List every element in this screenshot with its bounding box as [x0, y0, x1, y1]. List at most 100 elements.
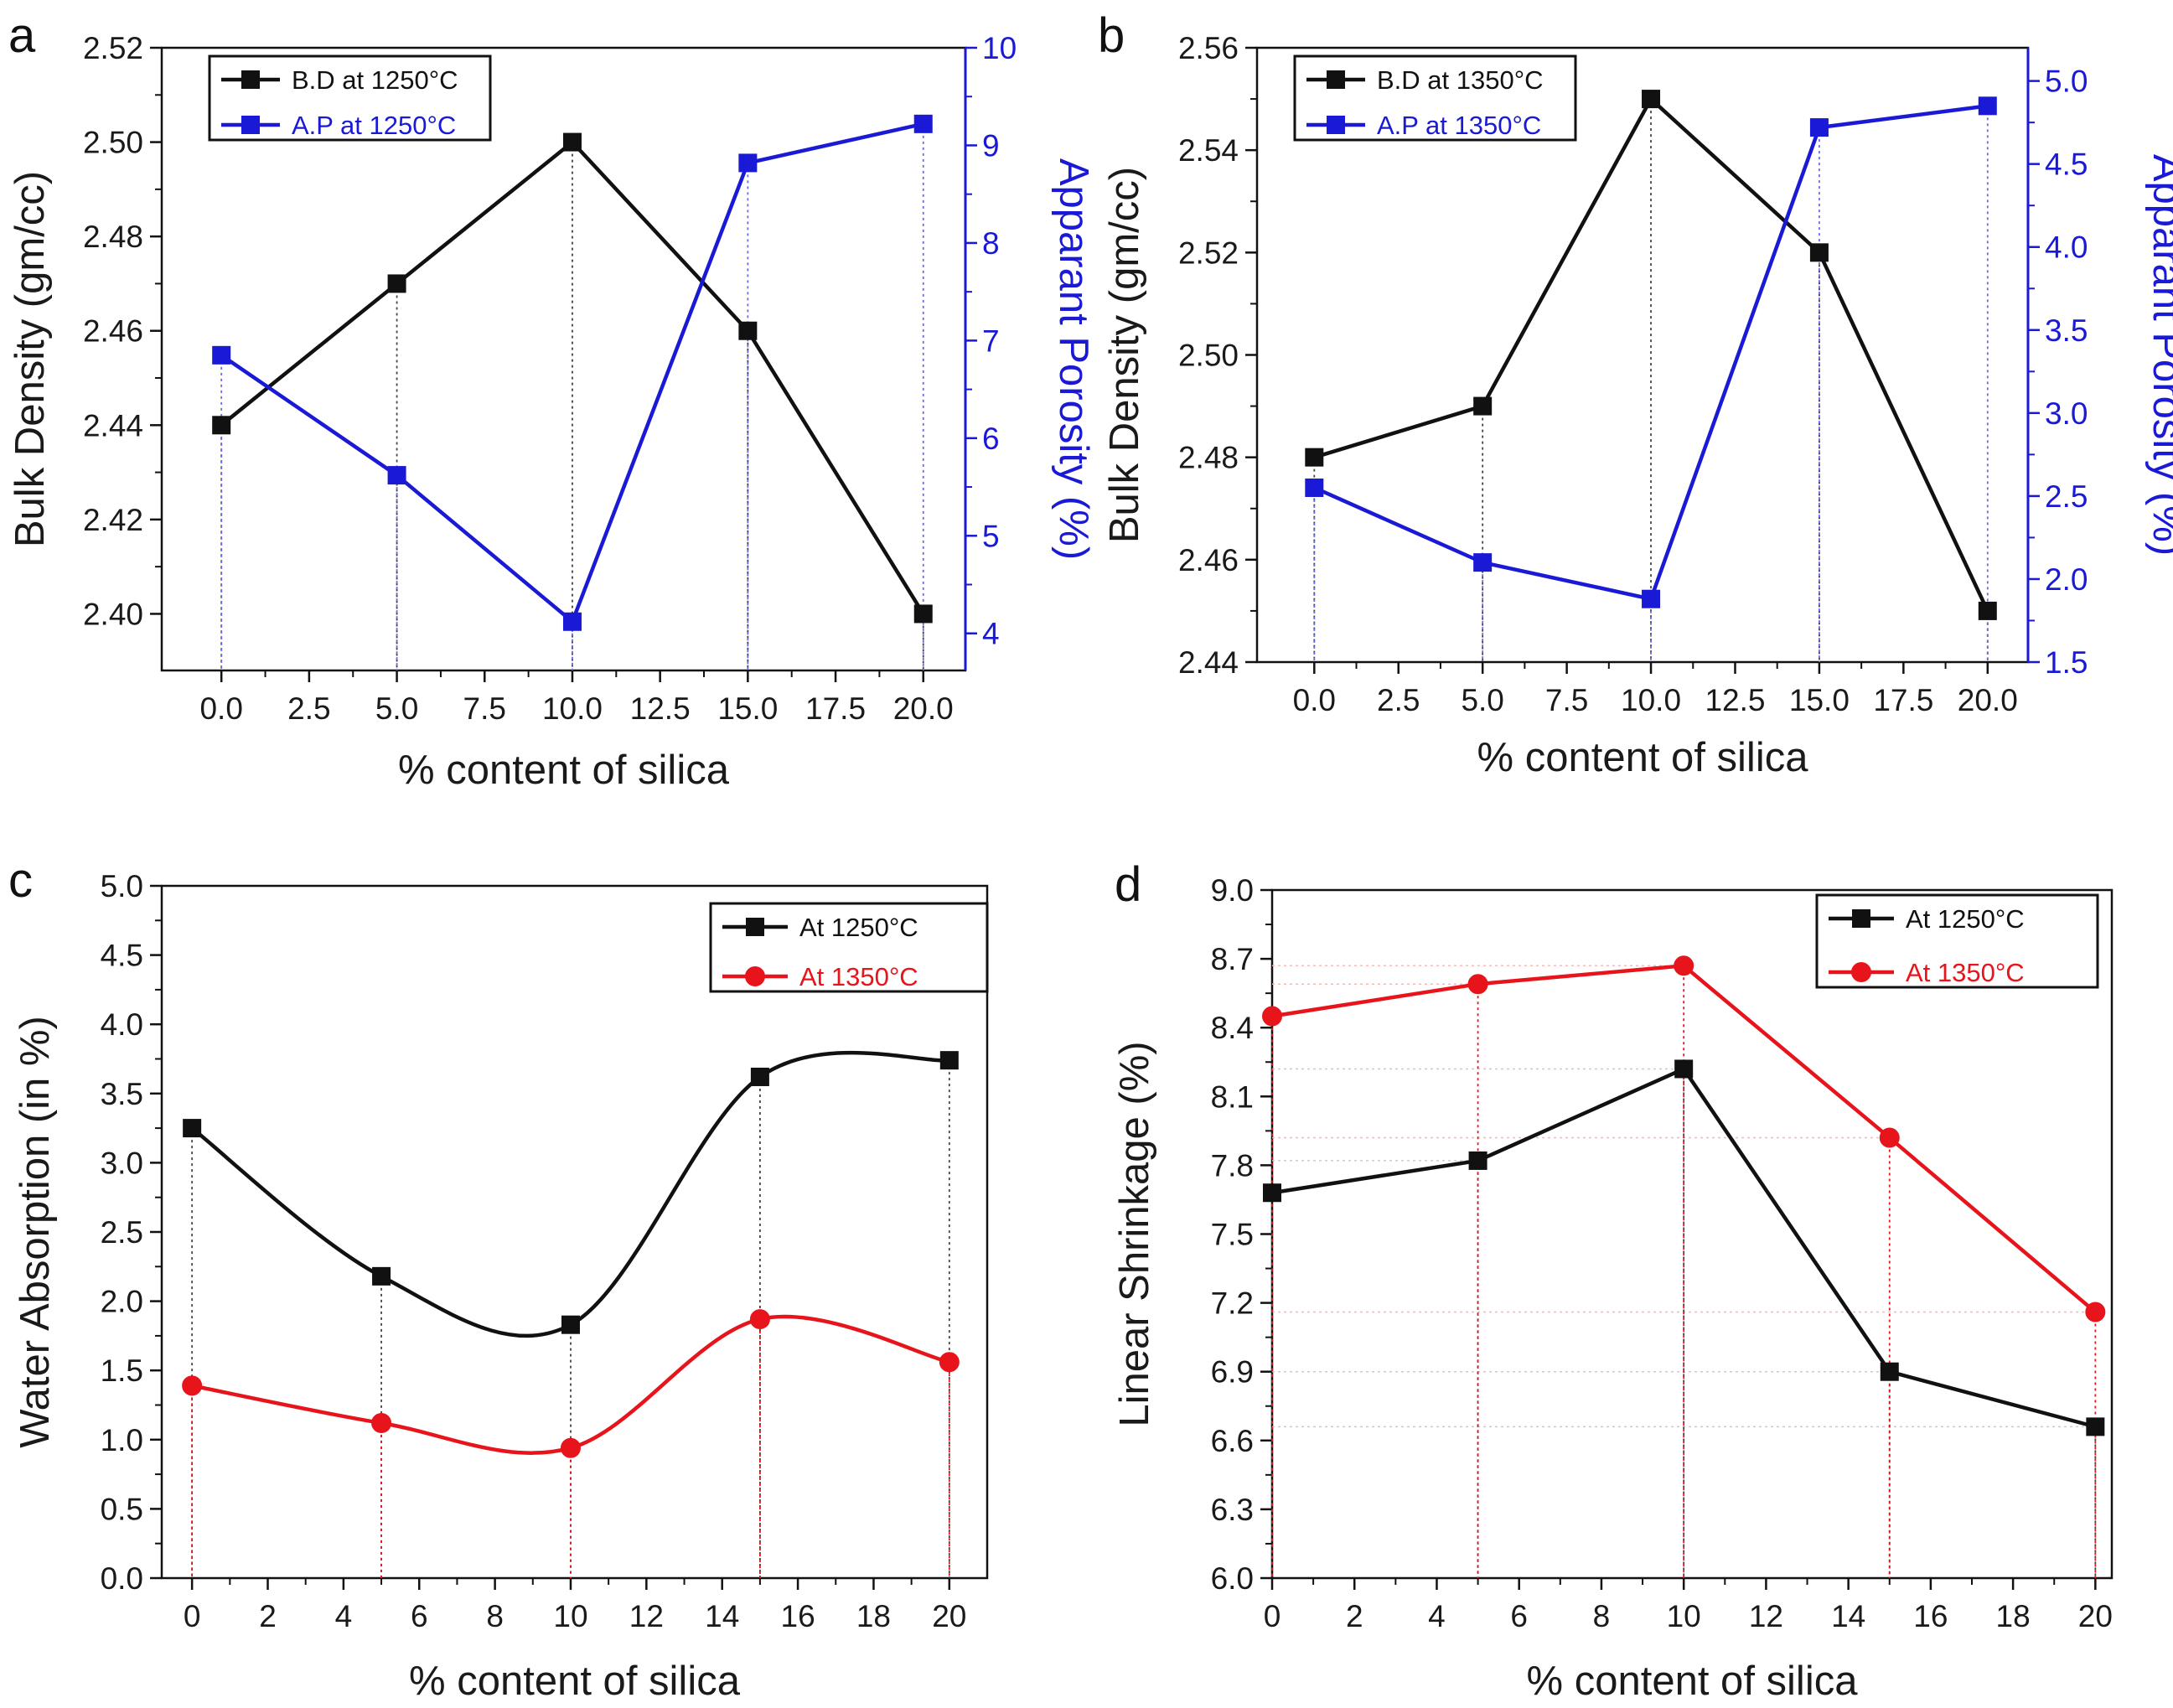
legend-label: At 1250°C [1906, 904, 2025, 934]
series-1 [1305, 90, 1997, 620]
x-tick-label: 4 [335, 1599, 353, 1633]
data-point [1305, 478, 1324, 497]
data-point [1468, 1151, 1487, 1170]
y-axis-title: Water Absorption (in %) [13, 1016, 58, 1448]
legend-marker [1852, 909, 1870, 928]
y-tick-label: 9.0 [1211, 873, 1254, 908]
x-tick-label: 14 [705, 1599, 739, 1633]
y2-axis-title: Apparant Porosity (%) [1051, 158, 1096, 560]
x-tick-label: 4 [1428, 1599, 1446, 1633]
y2-tick-label: 2.5 [2045, 479, 2088, 514]
y-tick-label: 4.5 [101, 939, 143, 973]
y-tick-label: 6.6 [1211, 1424, 1254, 1458]
series-line [190, 1050, 950, 1338]
y-tick-label: 6.0 [1211, 1561, 1254, 1596]
data-point [212, 416, 231, 435]
y2-tick-label: 2.0 [2045, 562, 2088, 597]
x-tick-label: 14 [1831, 1599, 1865, 1633]
x-tick-label: 16 [1913, 1599, 1948, 1633]
y-tick-label: 1.0 [101, 1423, 143, 1457]
data-point [738, 321, 758, 340]
y-tick-label: 2.48 [1178, 441, 1239, 475]
legend-box [208, 54, 492, 142]
data-point [939, 1352, 960, 1373]
panel-d: d 0 2 4 6 8 10 12 14 16 18 20 6.0 6.3 6.6 6.9 7.2 7.5 7.8 8… [1112, 857, 2114, 1704]
x-tick-label: 18 [856, 1599, 891, 1633]
series-2 [182, 1309, 960, 1458]
legend-label: At 1250°C [799, 913, 918, 942]
data-point [1262, 1006, 1282, 1027]
y-tick-label: 5.0 [101, 869, 143, 903]
x-tick-label: 2.5 [287, 691, 330, 726]
x-tick-label: 0 [184, 1599, 201, 1633]
legend-marker [746, 918, 764, 936]
y2-tick-label: 8 [982, 226, 1000, 261]
y-tick-label: 2.54 [1178, 133, 1239, 168]
x-tick-label: 20 [932, 1599, 966, 1633]
panel-a: a 0.0 2.5 5.0 7.5 10.0 12.5 15.0 17.5 20.0 2.40 2.4… [8, 8, 1096, 793]
data-point [1674, 1059, 1694, 1079]
legend: At 1250°C At 1350°C [709, 902, 989, 993]
data-point [1674, 955, 1694, 976]
data-point [1809, 118, 1829, 137]
legend: At 1250°C At 1350°C [1815, 893, 2099, 989]
x-tick-label: 12 [1749, 1599, 1783, 1633]
y2-tick-label: 3.0 [2045, 396, 2088, 431]
data-point [387, 466, 406, 485]
x-tick-label: 7.5 [1545, 683, 1588, 717]
panel-letter: b [1098, 8, 1125, 63]
data-point [182, 1375, 203, 1396]
y-axis-title: Bulk Density (gm/cc) [8, 171, 53, 547]
data-point [1880, 1362, 1899, 1381]
panel-c: c 0 2 4 6 8 10 12 14 16 18 20 0.0 0.5 1.0 1.5 2.0 2.5 3.0 3… [8, 853, 989, 1704]
x-tick-label: 10 [553, 1599, 587, 1633]
panel-letter: d [1115, 857, 1141, 912]
y-tick-label: 0.5 [101, 1492, 143, 1526]
series-2 [212, 114, 933, 631]
x-axis-title: % content of silica [398, 748, 730, 793]
legend-marker [745, 966, 765, 986]
y-tick-label: 2.40 [83, 597, 143, 631]
y-tick-label: 8.7 [1211, 942, 1254, 976]
x-tick-label: 5.0 [1461, 683, 1503, 717]
data-point [939, 1051, 959, 1070]
y2-tick-label: 4 [982, 617, 1000, 651]
legend-label: A.P at 1350°C [1377, 111, 1541, 140]
x-tick-label: 20.0 [1958, 683, 2018, 717]
legend-marker [1851, 962, 1871, 982]
data-point [560, 1437, 581, 1458]
data-point [371, 1412, 392, 1433]
data-point [387, 274, 406, 293]
x-tick-label: 20.0 [893, 691, 954, 726]
plot-frame [1270, 888, 2114, 1580]
panel-letter: a [8, 8, 36, 63]
data-point [562, 612, 582, 631]
x-tick-label: 5.0 [375, 691, 418, 726]
x-tick-label: 10.0 [542, 691, 603, 726]
legend-label: At 1350°C [799, 962, 918, 991]
y-tick-label: 8.1 [1211, 1079, 1254, 1114]
y2-tick-label: 1.5 [2045, 645, 2088, 680]
series-2 [1305, 96, 1997, 608]
data-point [1879, 1127, 1900, 1148]
legend: B.D at 1350°C A.P at 1350°C [1293, 54, 1577, 142]
x-tick-label: 0 [1264, 1599, 1281, 1633]
legend-label: B.D at 1250°C [292, 65, 458, 95]
data-point [749, 1309, 770, 1330]
series-1 [212, 132, 933, 624]
y2-tick-label: 5.0 [2045, 65, 2088, 99]
data-point [561, 1315, 580, 1334]
y-tick-label: 3.5 [101, 1077, 143, 1111]
legend: B.D at 1250°C A.P at 1250°C [208, 54, 492, 142]
data-point [1467, 974, 1488, 995]
y2-tick-label: 4.0 [2045, 230, 2088, 265]
y2-tick-label: 7 [982, 323, 1000, 358]
y-tick-label: 2.44 [83, 408, 143, 443]
x-tick-label: 15.0 [1789, 683, 1850, 717]
data-point [738, 153, 758, 173]
y-tick-label: 4.0 [101, 1007, 143, 1042]
legend-marker [241, 70, 260, 89]
data-point [913, 604, 933, 624]
y-axis-title: Linear Shrinkage (%) [1112, 1041, 1157, 1426]
